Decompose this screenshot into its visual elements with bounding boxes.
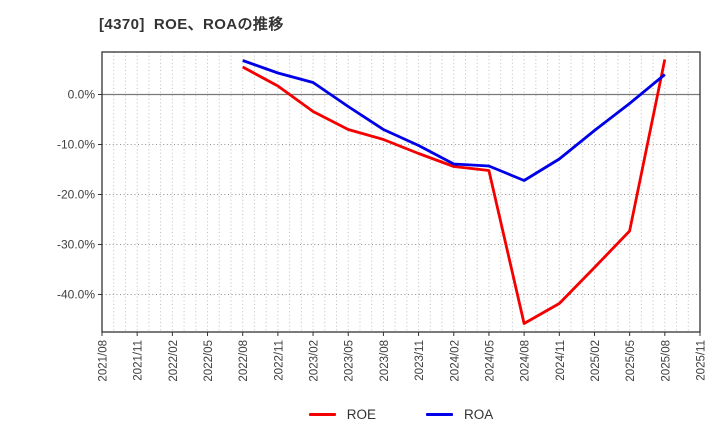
x-tick-label: 2022/02 <box>168 340 180 382</box>
x-tick-label: 2024/11 <box>555 340 567 381</box>
x-tick-label: 2022/05 <box>203 340 215 382</box>
x-tick-label: 2024/05 <box>484 340 496 382</box>
x-tick-label: 2023/05 <box>344 340 356 382</box>
x-tick-label: 2022/11 <box>273 340 285 381</box>
roa-line-swatch <box>426 413 453 416</box>
y-tick-label: -30.0% <box>57 238 95 252</box>
legend-item-roe: ROE <box>308 407 376 422</box>
roa-line <box>242 59 666 182</box>
x-tick-label: 2021/08 <box>98 340 110 382</box>
roe-line-swatch <box>308 413 336 416</box>
legend-item-roa: ROA <box>426 407 493 422</box>
x-tick-label: 2023/02 <box>309 340 321 382</box>
y-tick-label: 0.0% <box>68 88 96 102</box>
x-tick-label: 2025/02 <box>590 340 602 382</box>
x-tick-label: 2021/11 <box>133 340 145 381</box>
y-tick-label: -10.0% <box>57 138 95 152</box>
x-tick-label: 2025/08 <box>660 340 672 382</box>
plot-border <box>101 51 701 333</box>
x-tick-label: 2025/05 <box>625 340 637 382</box>
roe-line <box>242 59 667 325</box>
roe-legend-label: ROE <box>346 407 376 422</box>
chart-title: [4370] ROE、ROAの推移 <box>99 16 284 33</box>
x-tick-label: 2023/11 <box>414 340 426 381</box>
y-tick-label: -20.0% <box>57 188 95 202</box>
roa-legend-label: ROA <box>464 407 494 422</box>
x-tick-label: 2024/02 <box>449 340 461 382</box>
x-tick-label: 2023/08 <box>379 340 391 382</box>
x-tick-label: 2024/08 <box>520 340 532 382</box>
x-tick-label: 2022/08 <box>238 340 250 382</box>
chart-legend: ROE ROA <box>102 407 700 422</box>
roe-roa-line-chart: 0.0% -10.0% -20.0% -30.0% -40.0% 2021/08 2021/… <box>57 51 708 382</box>
y-tick-label: -40.0% <box>57 288 95 302</box>
x-tick-label: 2025/11 <box>696 340 708 381</box>
